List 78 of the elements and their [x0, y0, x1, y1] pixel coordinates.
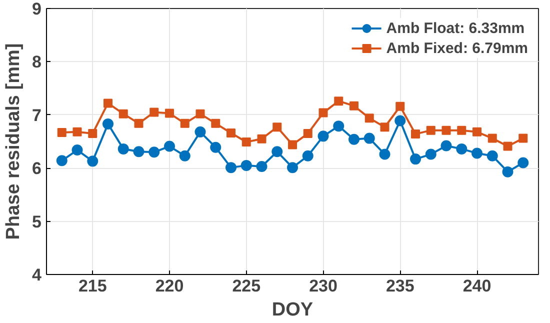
point — [87, 156, 98, 167]
point — [164, 140, 175, 152]
point — [56, 155, 68, 166]
point — [72, 127, 82, 136]
point — [272, 146, 283, 158]
point — [104, 98, 112, 108]
point — [211, 118, 220, 128]
y-tick-label: 7 — [32, 106, 42, 125]
point — [179, 150, 190, 162]
y-axis-title: Phase residuals [mm] — [3, 43, 24, 240]
y-tick-label: 6 — [32, 159, 42, 178]
legend-label: Amb Float: 6.33mm — [386, 20, 525, 36]
point — [350, 101, 358, 110]
point — [503, 142, 512, 151]
point — [88, 129, 98, 138]
point — [348, 134, 360, 145]
y-tick-label: 4 — [32, 266, 42, 284]
point — [257, 134, 266, 144]
y-tick-label: 9 — [32, 0, 42, 18]
point — [240, 160, 252, 171]
point — [303, 129, 312, 138]
point — [486, 150, 498, 162]
point — [457, 126, 466, 135]
point — [396, 102, 405, 111]
point — [148, 146, 160, 158]
point — [379, 148, 390, 160]
y-tick-label: 5 — [32, 212, 42, 232]
point — [472, 148, 482, 159]
point — [118, 109, 128, 118]
point — [165, 108, 174, 118]
point — [518, 134, 528, 143]
point — [380, 122, 390, 132]
x-tick-label: 220 — [155, 276, 184, 296]
point — [72, 144, 83, 156]
point — [226, 162, 236, 174]
point — [226, 128, 236, 138]
point — [272, 122, 282, 132]
point — [334, 96, 344, 106]
point — [426, 126, 436, 135]
x-tick-label: 240 — [462, 276, 492, 296]
point — [518, 157, 529, 168]
point — [456, 143, 468, 154]
point — [364, 132, 375, 144]
point — [502, 166, 514, 178]
point — [118, 143, 129, 154]
point — [364, 114, 374, 123]
point — [288, 140, 297, 150]
point — [287, 162, 298, 174]
point — [242, 138, 251, 147]
point — [425, 148, 436, 160]
point — [194, 126, 206, 138]
point — [302, 150, 314, 162]
point — [488, 134, 497, 143]
point — [318, 130, 329, 142]
point — [394, 115, 406, 126]
point — [318, 108, 328, 118]
point — [57, 128, 66, 137]
x-tick-label: 225 — [232, 276, 261, 296]
point — [440, 140, 452, 152]
point — [210, 142, 222, 153]
legend-label: Amb Fixed: 6.79mm — [386, 40, 528, 56]
point — [411, 130, 420, 139]
point — [133, 146, 144, 158]
x-axis-title: DOY — [272, 300, 314, 320]
point — [102, 118, 114, 130]
point — [333, 120, 344, 132]
point — [442, 126, 451, 135]
point — [256, 161, 268, 172]
point — [180, 118, 190, 128]
y-tick-label: 8 — [32, 52, 42, 72]
x-tick-label: 230 — [309, 276, 338, 296]
point — [410, 154, 421, 165]
x-tick-label: 235 — [386, 276, 414, 296]
point — [472, 127, 482, 136]
point — [134, 118, 144, 128]
point — [196, 109, 205, 118]
point — [150, 108, 159, 117]
x-tick-label: 215 — [78, 276, 107, 296]
